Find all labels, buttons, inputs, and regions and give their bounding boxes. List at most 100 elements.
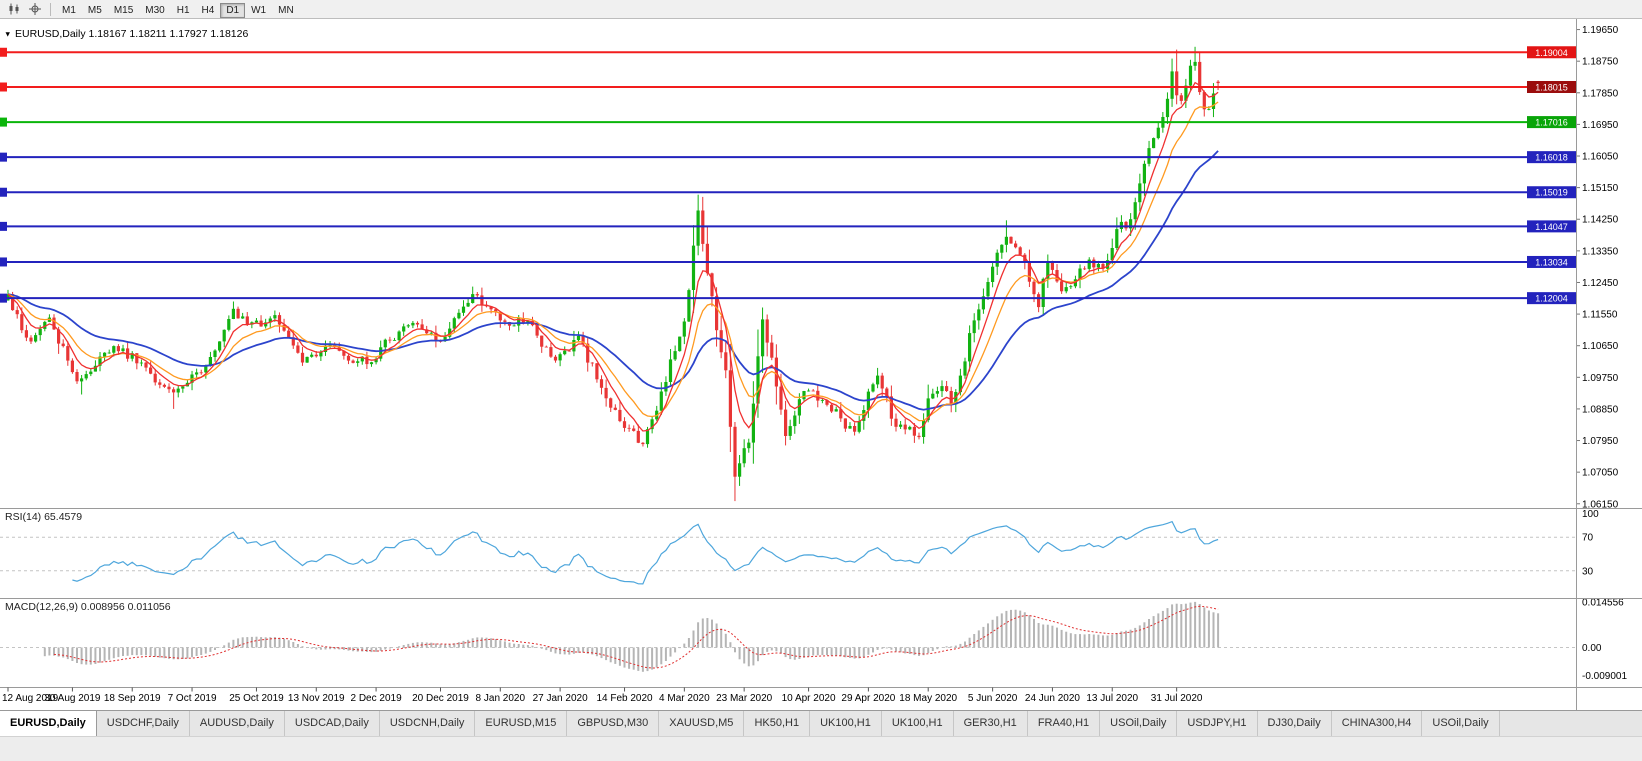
price-line-left-tag (0, 47, 7, 57)
chart-tab-dj30-daily[interactable]: DJ30,Daily (1257, 711, 1332, 736)
toolbar-separator (50, 2, 51, 16)
timeframe-button-mn[interactable]: MN (278, 5, 294, 16)
symbol-dropdown-icon[interactable]: ▼ (4, 30, 11, 39)
svg-text:1.18750: 1.18750 (1582, 57, 1619, 68)
chart-canvas[interactable]: ▼ EURUSD,Daily 1.18167 1.18211 1.17927 1… (0, 19, 1642, 710)
chart-tab-xauusd-m5[interactable]: XAUUSD,M5 (659, 711, 745, 736)
price-line-left-tag (0, 257, 7, 267)
rsi-indicator-label: RSI(14) 65.4579 (5, 511, 82, 523)
chart-tab-usdcnh-daily[interactable]: USDCNH,Daily (379, 711, 476, 736)
moving-averages (7, 81, 1219, 432)
price-line-label-1-19004[interactable] (1527, 46, 1576, 59)
chart-tab-ger30-h1[interactable]: GER30,H1 (953, 711, 1028, 736)
svg-text:10 Apr 2020: 10 Apr 2020 (782, 693, 836, 704)
svg-text:1.07050: 1.07050 (1582, 468, 1619, 479)
svg-text:24 Jun 2020: 24 Jun 2020 (1025, 693, 1080, 704)
price-line-label-1-13034[interactable] (1527, 255, 1576, 268)
timeframe-button-d1[interactable]: D1 (220, 3, 246, 18)
price-line-label-1-14047[interactable] (1527, 220, 1576, 233)
svg-text:1.13034: 1.13034 (1535, 257, 1568, 267)
price-line-label-1-15019[interactable] (1527, 186, 1576, 199)
ma-slow-line (7, 150, 1219, 411)
timeframe-button-h1[interactable]: H1 (176, 5, 190, 16)
status-bar (0, 736, 1642, 761)
svg-text:18 May 2020: 18 May 2020 (899, 693, 957, 704)
timeframe-button-m15[interactable]: M15 (113, 5, 134, 16)
svg-text:30: 30 (1582, 566, 1594, 577)
price-line-label-1-16018[interactable] (1527, 151, 1576, 164)
timeframe-button-m1[interactable]: M1 (62, 5, 76, 16)
crosshair-icon[interactable] (25, 1, 45, 17)
chart-tab-hk50-h1[interactable]: HK50,H1 (744, 711, 811, 736)
svg-text:5 Jun 2020: 5 Jun 2020 (968, 693, 1018, 704)
svg-text:1.16018: 1.16018 (1535, 153, 1568, 163)
chart-tab-china300-h4[interactable]: CHINA300,H4 (1331, 711, 1423, 736)
svg-text:14 Feb 2020: 14 Feb 2020 (596, 693, 653, 704)
svg-text:23 Mar 2020: 23 Mar 2020 (716, 693, 773, 704)
svg-text:1.10650: 1.10650 (1582, 341, 1619, 352)
price-line-left-tag (0, 117, 7, 127)
svg-text:13 Nov 2019: 13 Nov 2019 (288, 693, 345, 704)
chart-tab-usdchf-daily[interactable]: USDCHF,Daily (96, 711, 190, 736)
svg-text:1.12450: 1.12450 (1582, 278, 1619, 289)
svg-text:1.17850: 1.17850 (1582, 88, 1619, 99)
horizontal-lines: 1.19004 1.18015 1.17016 1.16018 1.15019 1.140… (0, 46, 1576, 305)
svg-text:1.19004: 1.19004 (1535, 48, 1568, 58)
svg-text:1.17016: 1.17016 (1535, 118, 1568, 128)
chart-tab-fra40-h1[interactable]: FRA40,H1 (1027, 711, 1101, 736)
timeframe-button-m5[interactable]: M5 (87, 5, 102, 16)
macd-signal-line (53, 605, 1219, 669)
svg-text:1.08850: 1.08850 (1582, 404, 1619, 415)
timeframe-toolbar: M1 M5 M15 M30 H1 H4 D1 W1 MN (56, 0, 300, 18)
price-axis[interactable]: 1.19650 1.18750 1.17850 1.16950 1.16050 1.151… (1576, 25, 1627, 682)
ma-fast-line (7, 81, 1219, 432)
timeframe-button-h4[interactable]: H4 (201, 5, 215, 16)
price-line-left-tag (0, 152, 7, 162)
svg-text:13 Jul 2020: 13 Jul 2020 (1086, 693, 1138, 704)
candlestick-chart-icon[interactable] (4, 1, 24, 17)
timeframe-button-m30[interactable]: M30 (145, 5, 165, 16)
chart-tab-audusd-daily[interactable]: AUDUSD,Daily (189, 711, 285, 736)
timeframe-button-w1[interactable]: W1 (251, 5, 267, 16)
chart-tab-uk100-h1[interactable]: UK100,H1 (881, 711, 954, 736)
svg-text:1.11550: 1.11550 (1582, 310, 1618, 321)
chart-tab-eurusd-m15[interactable]: EURUSD,M15 (475, 711, 568, 736)
price-line-label-1-12004[interactable] (1527, 292, 1576, 305)
svg-text:1.13350: 1.13350 (1582, 246, 1619, 257)
macd-panel (0, 601, 1576, 672)
svg-text:1.06150: 1.06150 (1582, 499, 1619, 510)
svg-text:18 Sep 2019: 18 Sep 2019 (104, 693, 161, 704)
chart-tab-usdjpy-h1[interactable]: USDJPY,H1 (1177, 711, 1258, 736)
price-line-left-tag (0, 82, 7, 92)
svg-text:4 Mar 2020: 4 Mar 2020 (659, 693, 710, 704)
svg-text:-0.009001: -0.009001 (1582, 671, 1627, 682)
chart-tab-gbpusd-m30[interactable]: GBPUSD,M30 (567, 711, 660, 736)
svg-text:1.14250: 1.14250 (1582, 215, 1619, 226)
svg-text:12 Aug 2019: 12 Aug 2019 (2, 693, 59, 704)
chart-tab-usoil-daily[interactable]: USOil,Daily (1422, 711, 1500, 736)
chart-tab-eurusd-daily[interactable]: EURUSD,Daily (0, 711, 97, 736)
rsi-line (72, 520, 1219, 585)
svg-text:29 Apr 2020: 29 Apr 2020 (841, 693, 895, 704)
svg-text:1.19650: 1.19650 (1582, 25, 1619, 36)
price-line-label-1-18015[interactable] (1527, 80, 1576, 93)
price-line-label-1-17016[interactable] (1527, 116, 1576, 129)
svg-text:27 Jan 2020: 27 Jan 2020 (533, 693, 588, 704)
chart-tab-usoil-daily[interactable]: USOil,Daily (1100, 711, 1178, 736)
svg-text:25 Oct 2019: 25 Oct 2019 (229, 693, 284, 704)
chart-tab-usdcad-daily[interactable]: USDCAD,Daily (284, 711, 380, 736)
chart-tab-uk100-h1[interactable]: UK100,H1 (810, 711, 882, 736)
svg-text:1.15150: 1.15150 (1582, 183, 1619, 194)
svg-text:1.14047: 1.14047 (1535, 222, 1568, 232)
svg-text:1.16050: 1.16050 (1582, 152, 1619, 163)
svg-text:100: 100 (1582, 509, 1599, 520)
svg-text:1.09750: 1.09750 (1582, 373, 1619, 384)
svg-text:1.15019: 1.15019 (1535, 188, 1568, 198)
chart-background (0, 19, 1642, 710)
svg-text:1.16950: 1.16950 (1582, 120, 1619, 131)
macd-indicator-label: MACD(12,26,9) 0.008956 0.011056 (5, 601, 171, 613)
svg-text:0.00: 0.00 (1582, 643, 1602, 654)
svg-text:30 Aug 2019: 30 Aug 2019 (44, 693, 101, 704)
